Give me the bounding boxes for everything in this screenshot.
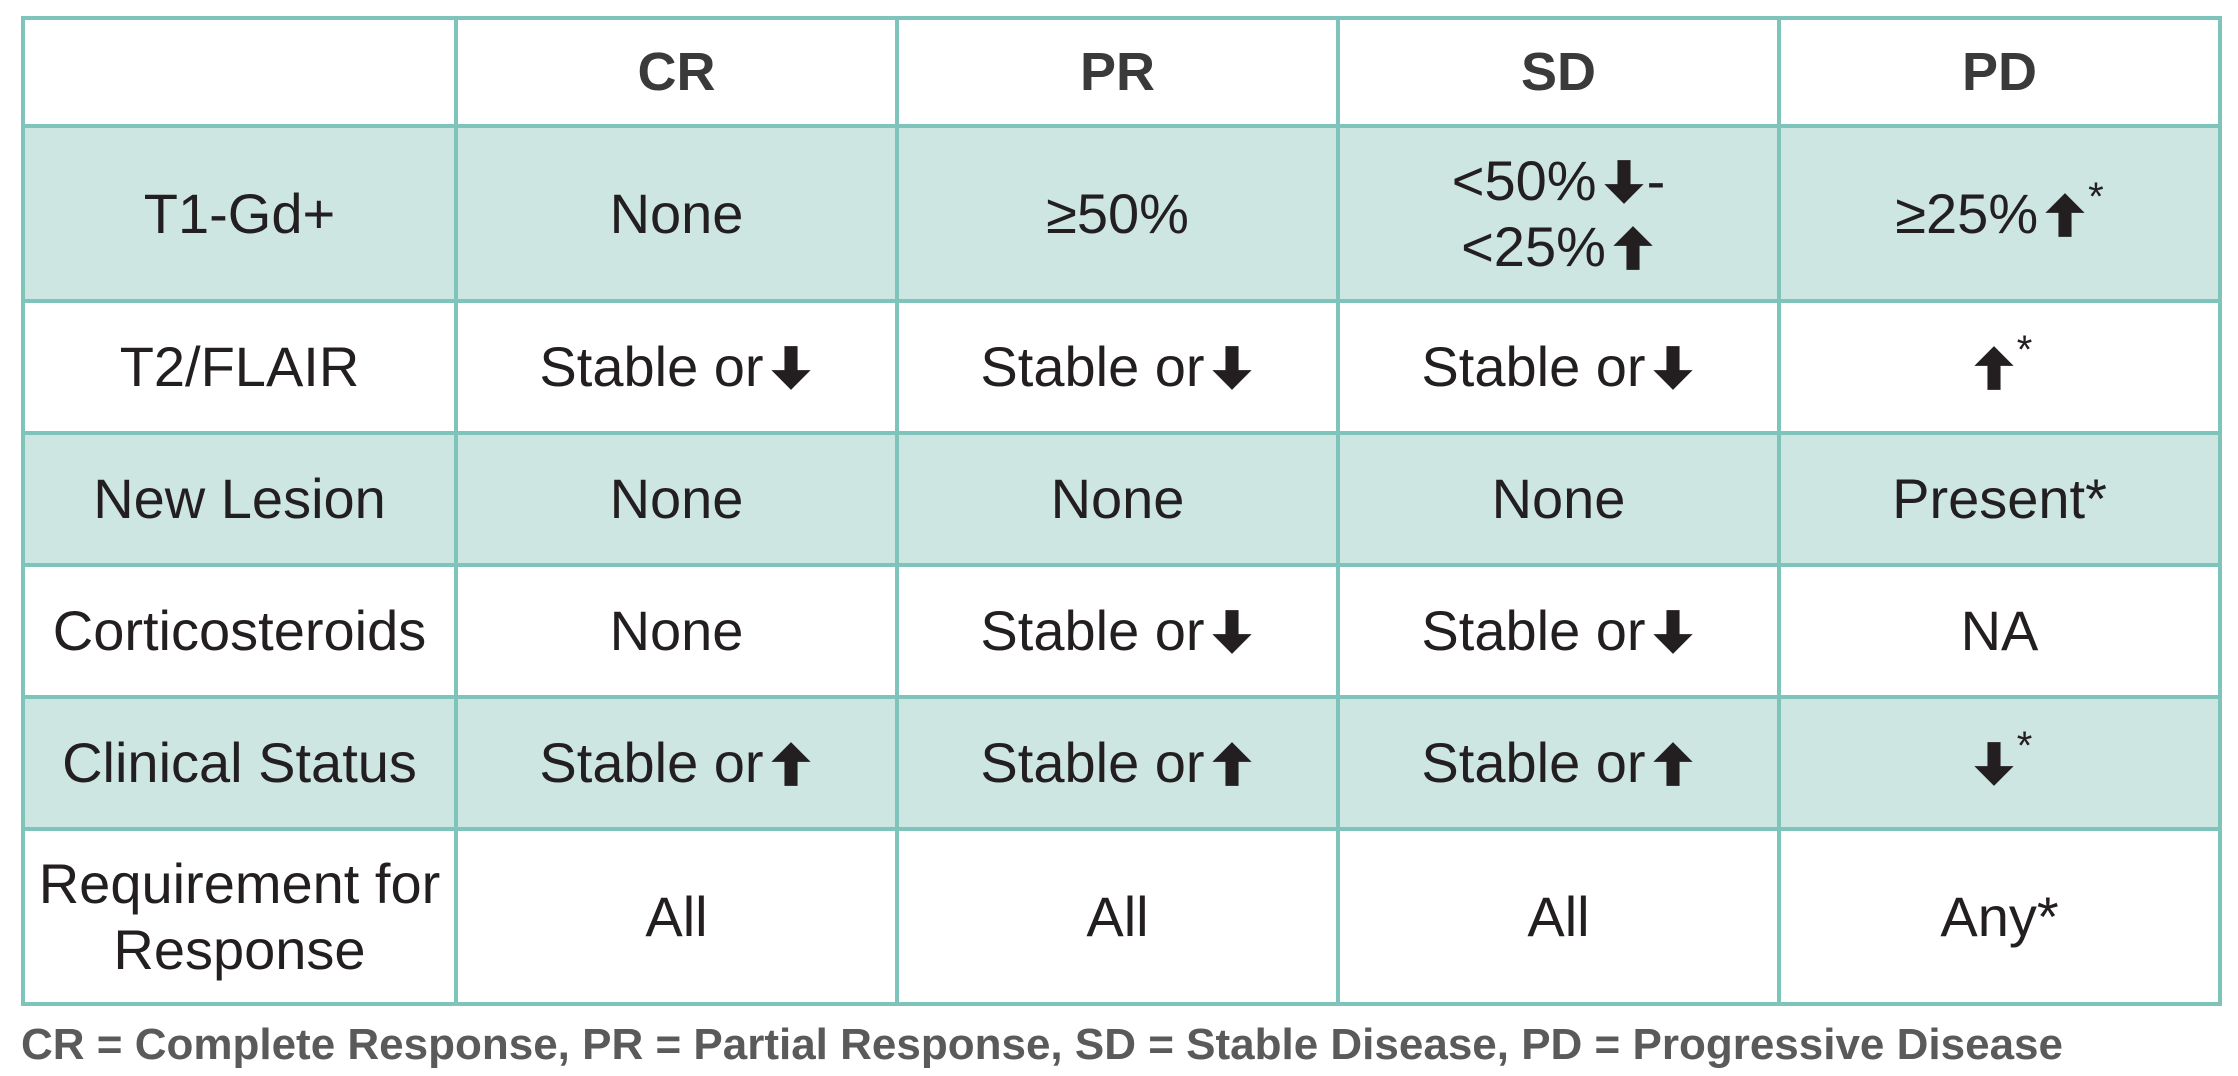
cell-clinical-status-pd: * [1777,695,2222,831]
cell-t2-flair-cr: Stable or [454,299,899,435]
arrow-up-icon [1610,224,1656,272]
header-row: CR PR SD PD [21,16,2222,128]
header-sd: SD [1336,16,1781,128]
cell-requirement-pr: All [895,827,1340,1006]
cell-corticosteroids-pd: NA [1777,563,2222,699]
cell-text: Stable or [539,731,764,794]
pd-t1-gd-text: ≥25% [1895,181,2039,245]
asterisk: * [2088,174,2104,219]
cell-t1-gd-sd: <50% - <25% [1336,124,1781,303]
cell-requirement-pd: Any* [1777,827,2222,1006]
cell-corticosteroids-sd: Stable or [1336,563,1781,699]
asterisk: * [2016,724,2033,768]
cell-requirement-cr: All [454,827,899,1006]
arrow-down-icon [768,344,814,392]
arrow-up-icon [1209,740,1255,788]
cell-text: Stable or [539,335,764,398]
arrow-down-icon [1650,608,1696,656]
cell-corticosteroids-cr: None [454,563,899,699]
arrow-up-icon [1650,740,1696,788]
table-row-clinical-status: Clinical Status Stable or Stable or Stab… [21,695,2222,831]
arrow-down-icon [1209,344,1255,392]
row-label-requirement: Requirement for Response [21,827,458,1006]
cell-text: Stable or [1421,731,1646,794]
arrow-up-icon [2042,191,2088,239]
cell-text: Stable or [1421,599,1646,662]
cell-new-lesion-cr: None [454,431,899,567]
label-line-2: Response [113,917,366,981]
response-criteria-table: CR PR SD PD T1-Gd+ None ≥50% <50% - <25% … [21,16,2222,1006]
cell-t1-gd-pr: ≥50% [895,124,1340,303]
row-label-t1-gd: T1-Gd+ [21,124,458,303]
cell-clinical-status-pr: Stable or [895,695,1340,831]
table-row-corticosteroids: Corticosteroids None Stable or Stable or… [21,563,2222,699]
cell-requirement-sd: All [1336,827,1781,1006]
arrow-down-icon [1601,158,1647,206]
arrow-up-icon [1971,344,2017,392]
cell-text: Stable or [980,335,1205,398]
header-cr: CR [454,16,899,128]
cell-new-lesion-sd: None [1336,431,1781,567]
cell-text: Stable or [980,599,1205,662]
corner-cell [21,16,458,128]
cell-new-lesion-pd: Present* [1777,431,2222,567]
sd-line-2-text: <25% [1461,214,1606,278]
arrow-down-icon [1971,740,2017,788]
cell-t2-flair-pd: * [1777,299,2222,435]
cell-t2-flair-pr: Stable or [895,299,1340,435]
cell-text: Stable or [1421,335,1646,398]
cell-t2-flair-sd: Stable or [1336,299,1781,435]
sd-line-1: <50% - [1346,148,1771,214]
table-row-requirement: Requirement for Response All All All Any… [21,827,2222,1006]
table-row-t2-flair: T2/FLAIR Stable or Stable or Stable or * [21,299,2222,435]
cell-clinical-status-sd: Stable or [1336,695,1781,831]
header-pr: PR [895,16,1340,128]
table-row-t1-gd: T1-Gd+ None ≥50% <50% - <25% ≥25% * [21,124,2222,303]
row-label-t2-flair: T2/FLAIR [21,299,458,435]
cell-new-lesion-pr: None [895,431,1340,567]
row-label-new-lesion: New Lesion [21,431,458,567]
cell-text: Stable or [980,731,1205,794]
label-line-1: Requirement for [38,851,441,915]
row-label-corticosteroids: Corticosteroids [21,563,458,699]
arrow-down-icon [1650,344,1696,392]
header-pd: PD [1777,16,2222,128]
asterisk: * [2016,328,2033,372]
sd-line-2: <25% [1346,214,1771,280]
cell-clinical-status-cr: Stable or [454,695,899,831]
cell-corticosteroids-pr: Stable or [895,563,1340,699]
sd-line-1-suffix: - [1646,148,1666,212]
cell-t1-gd-pd: ≥25% * [1777,124,2222,303]
row-label-clinical-status: Clinical Status [21,695,458,831]
cell-t1-gd-cr: None [454,124,899,303]
arrow-down-icon [1209,608,1255,656]
table-row-new-lesion: New Lesion None None None Present* [21,431,2222,567]
abbreviation-footnote: CR = Complete Response, PR = Partial Res… [21,1020,2063,1069]
sd-line-1-text: <50% [1451,148,1597,212]
arrow-up-icon [768,740,814,788]
